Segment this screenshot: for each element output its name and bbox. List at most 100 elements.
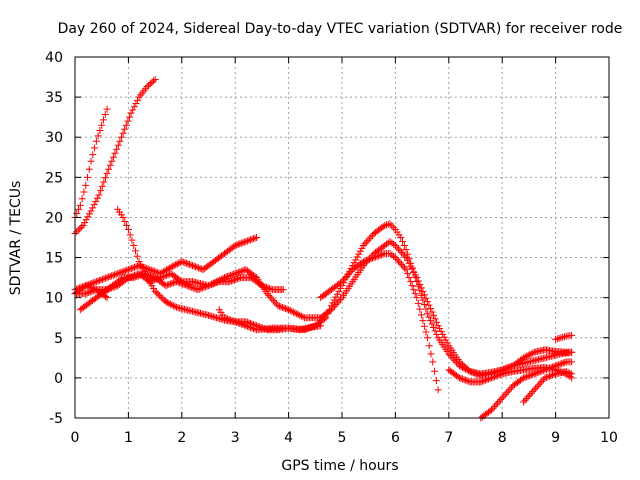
y-tick-label: 10 [45, 291, 63, 307]
data-point [230, 270, 238, 278]
data-point [103, 105, 111, 113]
data-point [566, 373, 574, 381]
data-point [568, 374, 576, 382]
data-point [201, 283, 209, 291]
data-point [179, 258, 187, 266]
data-point [343, 272, 351, 280]
data-point [237, 239, 245, 247]
data-point [263, 290, 271, 298]
x-axis-label: GPS time / hours [281, 458, 398, 474]
data-point [358, 244, 366, 252]
x-tick-label: 2 [177, 430, 186, 446]
data-point [200, 283, 208, 291]
data-point [137, 271, 145, 279]
grid [75, 57, 609, 418]
data-point [520, 354, 528, 362]
data-point [481, 376, 489, 384]
data-point [248, 320, 256, 328]
data-point [527, 350, 535, 358]
data-point [388, 251, 396, 259]
data-point [129, 106, 137, 114]
data-point [417, 311, 425, 319]
data-point [462, 376, 470, 384]
series-s13 [445, 363, 576, 386]
data-point [373, 252, 381, 260]
data-point [359, 258, 367, 266]
data-point [370, 254, 378, 262]
data-point [195, 285, 203, 293]
data-point [163, 298, 171, 306]
data-point [555, 367, 563, 375]
y-tick-label: 0 [54, 371, 63, 387]
data-point [163, 281, 171, 289]
data-point [562, 370, 570, 378]
data-point [488, 374, 496, 382]
x-tick-label: 3 [231, 430, 240, 446]
data-point [404, 256, 412, 264]
data-point [146, 278, 154, 286]
data-point [362, 256, 370, 264]
data-point [251, 234, 259, 242]
data-point [114, 141, 122, 149]
data-point [523, 395, 531, 403]
data-point [197, 284, 205, 292]
data-point [465, 377, 473, 385]
data-point [120, 267, 128, 275]
data-point [127, 264, 135, 272]
data-point [91, 144, 99, 152]
data-point [262, 325, 270, 333]
data-point [169, 279, 177, 287]
data-point [544, 373, 552, 381]
data-point [445, 350, 453, 358]
data-point [225, 315, 233, 323]
data-point [99, 116, 107, 124]
data-point [411, 290, 419, 298]
data-point [535, 381, 543, 389]
data-point [396, 247, 404, 255]
data-point [529, 388, 537, 396]
data-point [423, 334, 431, 342]
data-point [455, 374, 463, 382]
x-tick-label: 9 [551, 430, 560, 446]
data-point [113, 145, 121, 153]
data-point [257, 323, 265, 331]
data-point [335, 287, 343, 295]
data-point [165, 280, 173, 288]
data-point [226, 278, 234, 286]
series-s11 [520, 367, 576, 406]
data-point [232, 275, 240, 283]
series-s12 [552, 331, 576, 343]
data-point [126, 265, 134, 273]
data-point [85, 210, 93, 218]
data-point [102, 293, 110, 301]
data-point [105, 273, 113, 281]
data-point [92, 278, 100, 286]
data-point [256, 280, 264, 288]
data-point [88, 284, 96, 292]
data-point [89, 204, 97, 212]
data-point [149, 267, 157, 275]
data-point [428, 320, 436, 328]
data-point [137, 262, 145, 270]
data-point [170, 262, 178, 270]
series-s1 [71, 105, 111, 221]
data-point [430, 311, 438, 319]
x-tick-label: 5 [338, 430, 347, 446]
data-point [180, 280, 188, 288]
data-point [259, 324, 267, 332]
data-point [553, 366, 561, 374]
data-point [208, 280, 216, 288]
data-point [394, 245, 402, 253]
data-point [486, 407, 494, 415]
data-point [355, 250, 363, 258]
y-tick-label: -5 [49, 411, 63, 427]
x-tick-label: 0 [71, 430, 80, 446]
data-point [431, 327, 439, 335]
data-point [454, 373, 462, 381]
data-point [559, 333, 567, 341]
data-point [552, 366, 560, 374]
data-point [459, 375, 467, 383]
data-point [233, 275, 241, 283]
data-point [378, 251, 386, 259]
data-point [176, 279, 184, 287]
